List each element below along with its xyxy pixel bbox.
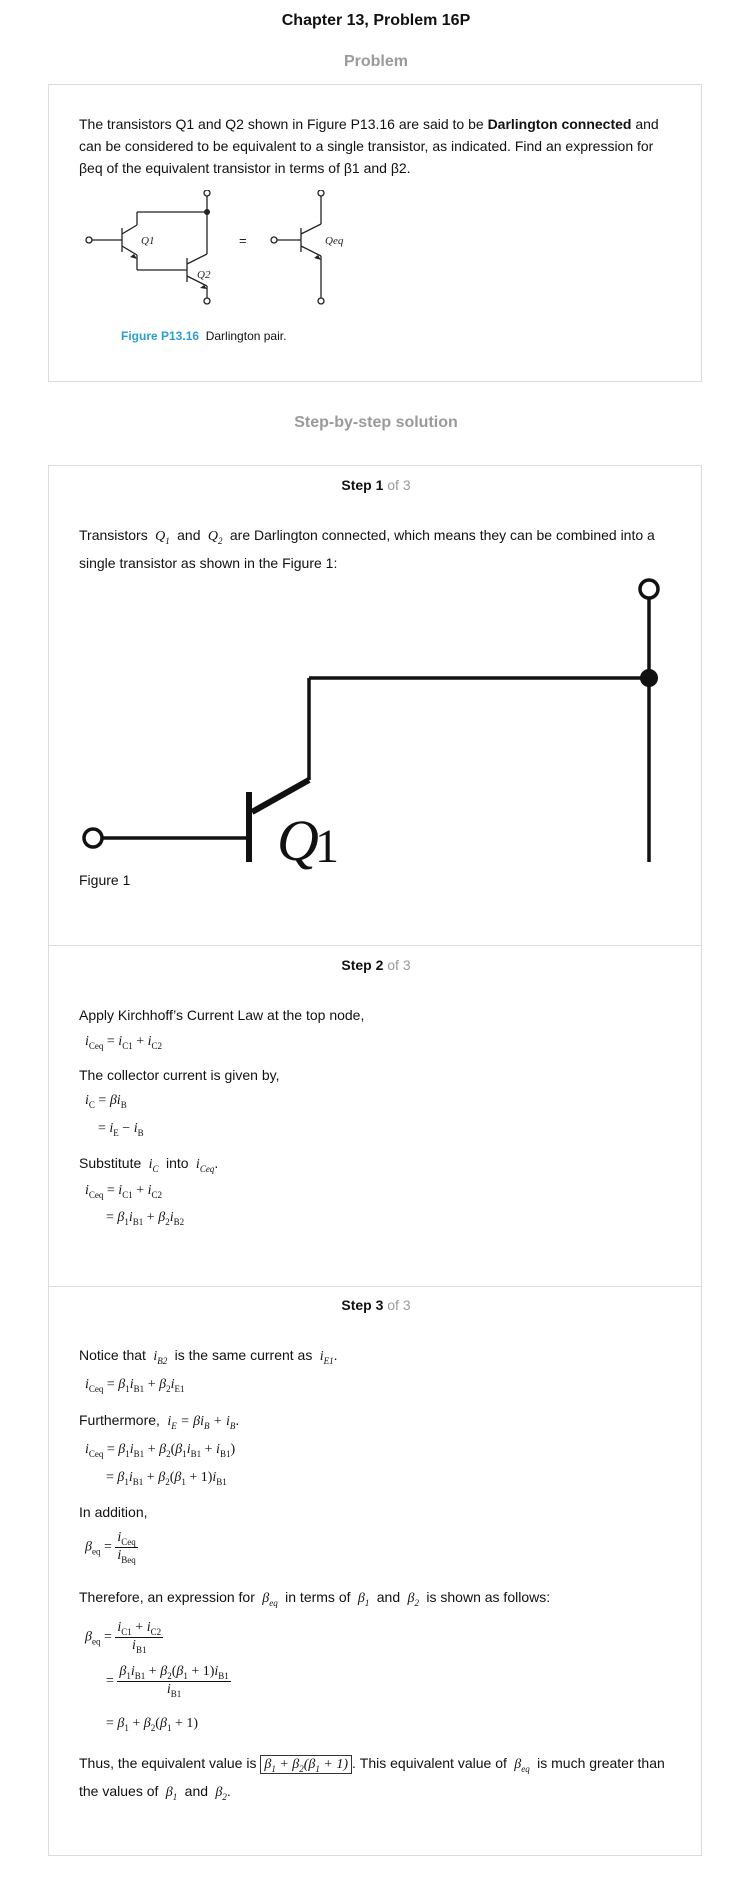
eq-kcl: iCeq = iC1 + iC2 <box>85 1034 163 1051</box>
fig1-q-label: Q <box>277 808 319 870</box>
figure-caption: Figure P13.16 Darlington pair. <box>121 329 287 343</box>
problem-text: The transistors Q1 and Q2 shown in Figur… <box>79 116 659 176</box>
eq-beta-def: βeq = iCeq iBeq <box>85 1530 138 1565</box>
step-3-conclusion-text: Thus, the equivalent value is β1 + β2(β1… <box>79 1755 665 1802</box>
eq-collector-2: = iE − iB <box>98 1121 144 1138</box>
darlington-bold: Darlington connected <box>487 116 632 132</box>
step-2-substitute-text: Substitute iC into iCeq. <box>79 1155 219 1174</box>
fig-q1-label: Q1 <box>141 235 154 247</box>
solution-card <box>48 465 702 1856</box>
step-1-figure: Q 1 <box>82 578 660 870</box>
page-title: Chapter 13, Problem 16P <box>281 12 471 29</box>
step-3-addition-text: In addition, <box>79 1504 148 1520</box>
step-2-header: Step 2 of 3 <box>341 957 411 973</box>
step-3-notice-text: Notice that iB2 is the same current as i… <box>79 1347 338 1366</box>
step-2-collector-text: The collector current is given by, <box>79 1067 280 1083</box>
eq-further-1: iCeq = β1iB1 + β2(β1iB1 + iB1) <box>85 1442 236 1459</box>
fig1-q-sub: 1 <box>315 820 339 870</box>
solution-heading: Step-by-step solution <box>294 414 458 431</box>
eq-notice: iCeq = β1iB1 + β2iE1 <box>85 1377 185 1394</box>
problem-card: The transistors Q1 and Q2 shown in Figur… <box>48 84 702 382</box>
step-3-header: Step 3 of 3 <box>341 1297 411 1313</box>
step-1-figure-caption: Figure 1 <box>79 872 131 888</box>
problem-heading: Problem <box>343 53 408 70</box>
fig-qeq-label: Qeq <box>325 235 344 247</box>
eq-final-1: βeq = iC1 + iC2 iB1 <box>85 1620 164 1655</box>
eq-final-3: = β1 + β2(β1 + 1) <box>106 1716 198 1733</box>
eq-collector-1: iC = βiB <box>85 1093 127 1110</box>
fig-equals: = <box>239 233 247 248</box>
var-q2: Q2 <box>204 529 223 546</box>
eq-sub-1: iCeq = iC1 + iC2 <box>85 1183 163 1200</box>
eq-further-2: = β1iB1 + β2(β1 + 1)iB1 <box>106 1470 227 1487</box>
eq-final-2: = β1iB1 + β2(β1 + 1)iB1 iB1 <box>106 1664 231 1699</box>
step-3-therefore-text: Therefore, an expression for βeq in term… <box>79 1589 551 1608</box>
darlington-pair-figure: Q1 Q2 = Qeq <box>85 190 344 305</box>
var-q1: Q1 <box>151 529 170 546</box>
fig-q2-label: Q2 <box>197 269 211 281</box>
step-3-furthermore-text: Furthermore, iE = βiB + iB. <box>79 1412 240 1431</box>
eq-sub-2: = β1iB1 + β2iB2 <box>106 1210 185 1227</box>
step-1-header: Step 1 of 3 <box>341 477 411 493</box>
answer-box: β1 + β2(β1 + 1) <box>260 1755 352 1774</box>
step-1-text: Transistors Q1 and Q2 are Darlington con… <box>79 527 655 571</box>
step-divider <box>49 945 701 946</box>
step-2-kcl-text: Apply Kirchhoff’s Current Law at the top… <box>79 1007 365 1023</box>
step-divider <box>49 1286 701 1287</box>
